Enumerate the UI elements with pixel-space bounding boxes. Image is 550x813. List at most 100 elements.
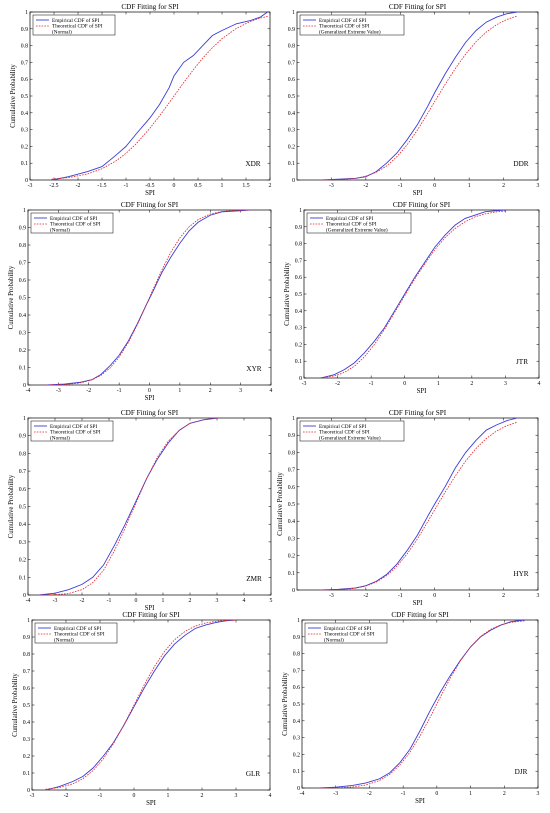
- legend-entry: Empirical CDF of SPI: [324, 625, 371, 632]
- y-tick-label: 0: [292, 178, 295, 184]
- theoretical-cdf-line: [45, 619, 237, 790]
- x-tick-label: -1: [124, 183, 129, 189]
- legend-entry: Empirical CDF of SPI: [52, 17, 99, 24]
- x-tick-label: 1: [469, 791, 472, 797]
- chart-title: CDF Fitting for SPI: [393, 201, 451, 209]
- y-tick-label: 0.9: [288, 27, 295, 33]
- legend-entry: Theoretical CDF of SPI: [50, 221, 101, 228]
- y-tick-label: 0.2: [19, 348, 26, 354]
- station-label: XYR: [246, 365, 261, 373]
- x-tick-label: 3: [235, 793, 238, 799]
- x-tick-label: 2: [201, 793, 204, 799]
- x-tick-label: 4: [269, 793, 272, 799]
- legend-entry: Empirical CDF of SPI: [326, 215, 373, 222]
- chart-title: CDF Fitting for SPI: [121, 3, 179, 11]
- legend-entry: (Generalized Extreme Value): [326, 226, 388, 233]
- y-tick-label: 1: [25, 10, 28, 16]
- y-tick-label: 0.5: [288, 502, 295, 508]
- panel-jtr: CDF Fitting for SPI -3 -2 -1 0 1 2 3 4 0 0.1 0.2 0.3…: [284, 201, 541, 395]
- y-tick-label: 0.2: [293, 752, 300, 758]
- y-tick-label: 0.7: [288, 60, 295, 66]
- x-tick-label: 2: [189, 598, 192, 604]
- x-axis-label: SPI: [413, 190, 424, 197]
- y-tick-label: 0.3: [295, 326, 302, 332]
- y-tick-label: 0.4: [21, 111, 28, 117]
- y-tick-label: 0.1: [19, 366, 26, 372]
- station-label: ZMR: [246, 575, 262, 583]
- legend-entry: Theoretical CDF of SPI: [50, 429, 101, 436]
- y-tick-label: 0.5: [288, 94, 295, 100]
- y-tick-label: 0.5: [19, 505, 26, 511]
- y-tick-label: 0.4: [19, 313, 26, 319]
- x-tick-label: 1: [162, 598, 165, 604]
- y-tick-label: 0.3: [19, 331, 26, 337]
- y-tick-label: 0.1: [23, 771, 30, 777]
- y-tick-label: 0.7: [295, 258, 302, 264]
- x-tick-label: -1.5: [97, 183, 106, 189]
- y-tick-label: 0.6: [293, 685, 300, 691]
- y-tick-label: 0: [299, 376, 302, 382]
- y-tick-label: 0.8: [295, 242, 302, 248]
- y-tick-label: 0.8: [293, 652, 300, 658]
- x-tick-label: -4: [26, 388, 31, 394]
- x-tick-label: -3: [329, 593, 334, 599]
- x-tick-label: -2: [76, 183, 81, 189]
- legend-box: [30, 212, 114, 234]
- y-tick-label: 0: [292, 588, 295, 594]
- x-tick-label: 4: [270, 388, 273, 394]
- y-tick-label: 0.8: [19, 243, 26, 249]
- y-tick-label: 0.3: [288, 536, 295, 542]
- y-tick-label: 0.7: [19, 261, 26, 267]
- legend-entry: Theoretical CDF of SPI: [54, 631, 105, 638]
- x-tick-label: 0: [133, 793, 136, 799]
- empirical-cdf-line: [318, 619, 525, 789]
- y-tick-label: 0.5: [293, 702, 300, 708]
- y-tick-label: 0.8: [288, 450, 295, 456]
- station-label: JTR: [516, 358, 528, 366]
- chart-title: CDF Fitting for SPI: [121, 201, 179, 209]
- axes-box: [29, 11, 271, 181]
- x-tick-label: 0: [148, 388, 151, 394]
- legend-box: [306, 212, 412, 234]
- panel-hyr: CDF Fitting for SPI -3 -2 -1 0 1 2 3 0 0.1 0.2 0.3 0…: [277, 409, 540, 607]
- legend-box: [304, 622, 388, 644]
- x-tick-label: -3: [28, 183, 33, 189]
- x-tick-label: 1: [437, 381, 440, 387]
- y-tick-label: 0.4: [293, 719, 300, 725]
- theoretical-cdf-line: [46, 209, 250, 386]
- x-tick-label: 1: [221, 183, 224, 189]
- y-tick-label: 0.1: [295, 359, 302, 365]
- x-tick-label: -3: [302, 381, 307, 387]
- y-tick-label: 0: [27, 788, 30, 794]
- empirical-cdf-line: [51, 11, 268, 181]
- y-tick-label: 0.8: [19, 451, 26, 457]
- y-tick-label: 0.2: [288, 554, 295, 560]
- theoretical-cdf-line: [321, 421, 518, 591]
- y-axis-label: Cumulative Probability: [282, 672, 289, 736]
- x-tick-label: 1.5: [242, 183, 249, 189]
- x-tick-label: 2: [502, 183, 505, 189]
- legend-entry: (Normal): [54, 636, 74, 643]
- station-label: XDR: [245, 160, 260, 168]
- x-tick-label: -3: [333, 791, 338, 797]
- y-tick-label: 1: [292, 416, 295, 422]
- y-tick-label: 0.1: [293, 769, 300, 775]
- x-tick-label: -2.5: [49, 183, 58, 189]
- y-axis-label: Cumulative Probability: [284, 262, 291, 326]
- y-tick-label: 0.1: [21, 161, 28, 167]
- legend-entry: Empirical CDF of SPI: [319, 17, 366, 24]
- empirical-cdf-line: [321, 11, 518, 181]
- x-tick-label: -3: [329, 183, 334, 189]
- y-tick-label: 0.9: [19, 226, 26, 232]
- x-tick-label: 4: [243, 598, 246, 604]
- y-axis-label: Cumulative Probability: [8, 265, 15, 329]
- x-tick-label: 1: [468, 593, 471, 599]
- y-tick-label: 0.3: [21, 128, 28, 134]
- x-tick-label: -1: [398, 593, 403, 599]
- panel-zmr: CDF Fitting for SPI -4 -3 -2 -1 0 1 2 3 4 5 0 0.1 0.2…: [8, 409, 273, 612]
- legend-entry: Theoretical CDF of SPI: [324, 631, 375, 638]
- y-tick-label: 0.9: [19, 434, 26, 440]
- x-tick-label: 5: [270, 598, 273, 604]
- axes-box: [31, 619, 271, 791]
- chart-title: CDF Fitting for SPI: [391, 611, 449, 619]
